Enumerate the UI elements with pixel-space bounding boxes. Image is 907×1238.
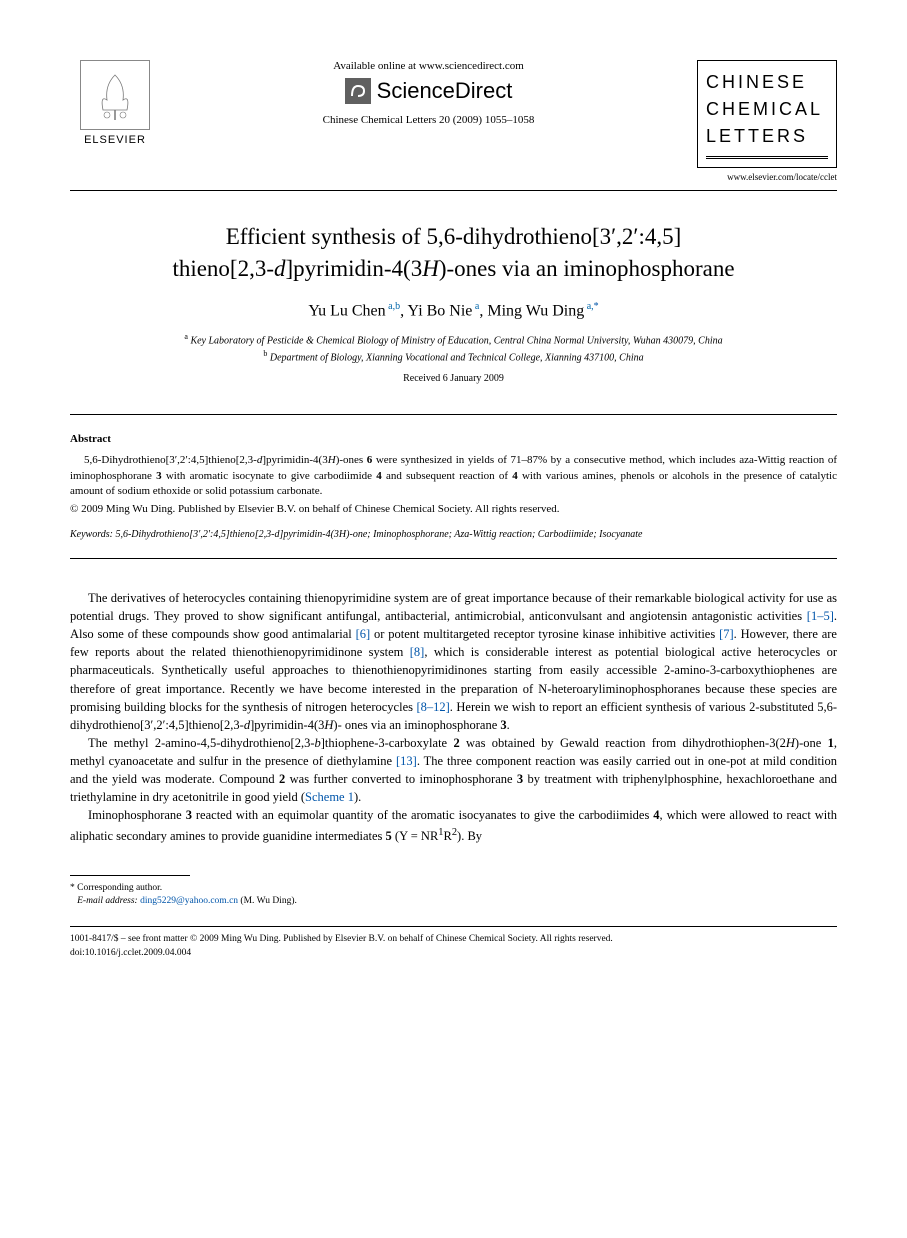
journal-underline <box>706 156 828 159</box>
abstract-copyright: © 2009 Ming Wu Ding. Published by Elsevi… <box>70 502 837 517</box>
affiliations: a Key Laboratory of Pesticide & Chemical… <box>70 331 837 366</box>
keywords-label: Keywords: <box>70 529 113 540</box>
body-para-2: The methyl 2-amino-4,5-dihydrothieno[2,3… <box>70 734 837 807</box>
header-center: Available online at www.sciencedirect.co… <box>160 60 697 126</box>
ref-link[interactable]: [13] <box>396 754 417 768</box>
sciencedirect-text: ScienceDirect <box>377 78 513 104</box>
abstract-text: 5,6-Dihydrothieno[3′,2′:4,5]thieno[2,3-d… <box>70 453 837 499</box>
affiliation-a: a Key Laboratory of Pesticide & Chemical… <box>70 331 837 348</box>
journal-box-line1: CHINESE <box>706 69 828 96</box>
abstract-bottom-rule <box>70 558 837 559</box>
header-rule <box>70 190 837 191</box>
footnote: * Corresponding author. E-mail address: … <box>70 882 837 909</box>
keywords-text: 5,6-Dihydrothieno[3′,2′:4,5]thieno[2,3-d… <box>115 529 642 540</box>
elsevier-label: ELSEVIER <box>84 134 146 146</box>
email-label: E-mail address: <box>77 896 138 906</box>
body-para-3: Iminophosphorane 3 reacted with an equim… <box>70 806 837 844</box>
received-date: Received 6 January 2009 <box>70 373 837 384</box>
abstract-block: Abstract 5,6-Dihydrothieno[3′,2′:4,5]thi… <box>70 433 837 540</box>
article-title: Efficient synthesis of 5,6-dihydrothieno… <box>70 221 837 285</box>
title-line2: thieno[2,3-d]pyrimidin-4(3H)-ones via an… <box>172 256 734 281</box>
affiliation-b: b Department of Biology, Xianning Vocati… <box>70 348 837 365</box>
email-name: (M. Wu Ding). <box>240 896 296 906</box>
footnote-rule <box>70 875 190 876</box>
corresponding-author: * Corresponding author. <box>70 882 837 895</box>
doi-line: doi:10.1016/j.cclet.2009.04.004 <box>70 947 837 960</box>
journal-url[interactable]: www.elsevier.com/locate/cclet <box>697 172 837 182</box>
body-text: The derivatives of heterocycles containi… <box>70 589 837 845</box>
ref-link[interactable]: [7] <box>719 627 734 641</box>
journal-box: CHINESE CHEMICAL LETTERS <box>697 60 837 168</box>
elsevier-tree-icon <box>80 60 150 130</box>
bottom-info: 1001-8417/$ – see front matter © 2009 Mi… <box>70 933 837 960</box>
ref-link[interactable]: [8] <box>410 645 425 659</box>
ref-link[interactable]: [1–5] <box>807 609 834 623</box>
authors: Yu Lu Chen a,b, Yi Bo Nie a, Ming Wu Din… <box>70 301 837 320</box>
email-line: E-mail address: ding5229@yahoo.com.cn (M… <box>70 895 837 908</box>
keywords: Keywords: 5,6-Dihydrothieno[3′,2′:4,5]th… <box>70 529 837 540</box>
journal-reference: Chinese Chemical Letters 20 (2009) 1055–… <box>180 114 677 126</box>
scheme-link[interactable]: Scheme 1 <box>305 790 354 804</box>
bottom-rule <box>70 926 837 927</box>
title-line1: Efficient synthesis of 5,6-dihydrothieno… <box>226 224 682 249</box>
header-row: ELSEVIER Available online at www.science… <box>70 60 837 182</box>
ref-link[interactable]: [6] <box>356 627 371 641</box>
journal-box-line3: LETTERS <box>706 123 828 150</box>
available-online-text: Available online at www.sciencedirect.co… <box>180 60 677 72</box>
body-para-1: The derivatives of heterocycles containi… <box>70 589 837 734</box>
email-address[interactable]: ding5229@yahoo.com.cn <box>140 896 238 906</box>
sciencedirect-icon <box>345 78 371 104</box>
sciencedirect-logo: ScienceDirect <box>180 78 677 104</box>
journal-box-wrap: CHINESE CHEMICAL LETTERS www.elsevier.co… <box>697 60 837 182</box>
abstract-heading: Abstract <box>70 433 837 445</box>
issn-line: 1001-8417/$ – see front matter © 2009 Mi… <box>70 933 837 946</box>
abstract-top-rule <box>70 414 837 415</box>
elsevier-logo: ELSEVIER <box>70 60 160 146</box>
journal-box-line2: CHEMICAL <box>706 96 828 123</box>
ref-link[interactable]: [8–12] <box>416 700 449 714</box>
